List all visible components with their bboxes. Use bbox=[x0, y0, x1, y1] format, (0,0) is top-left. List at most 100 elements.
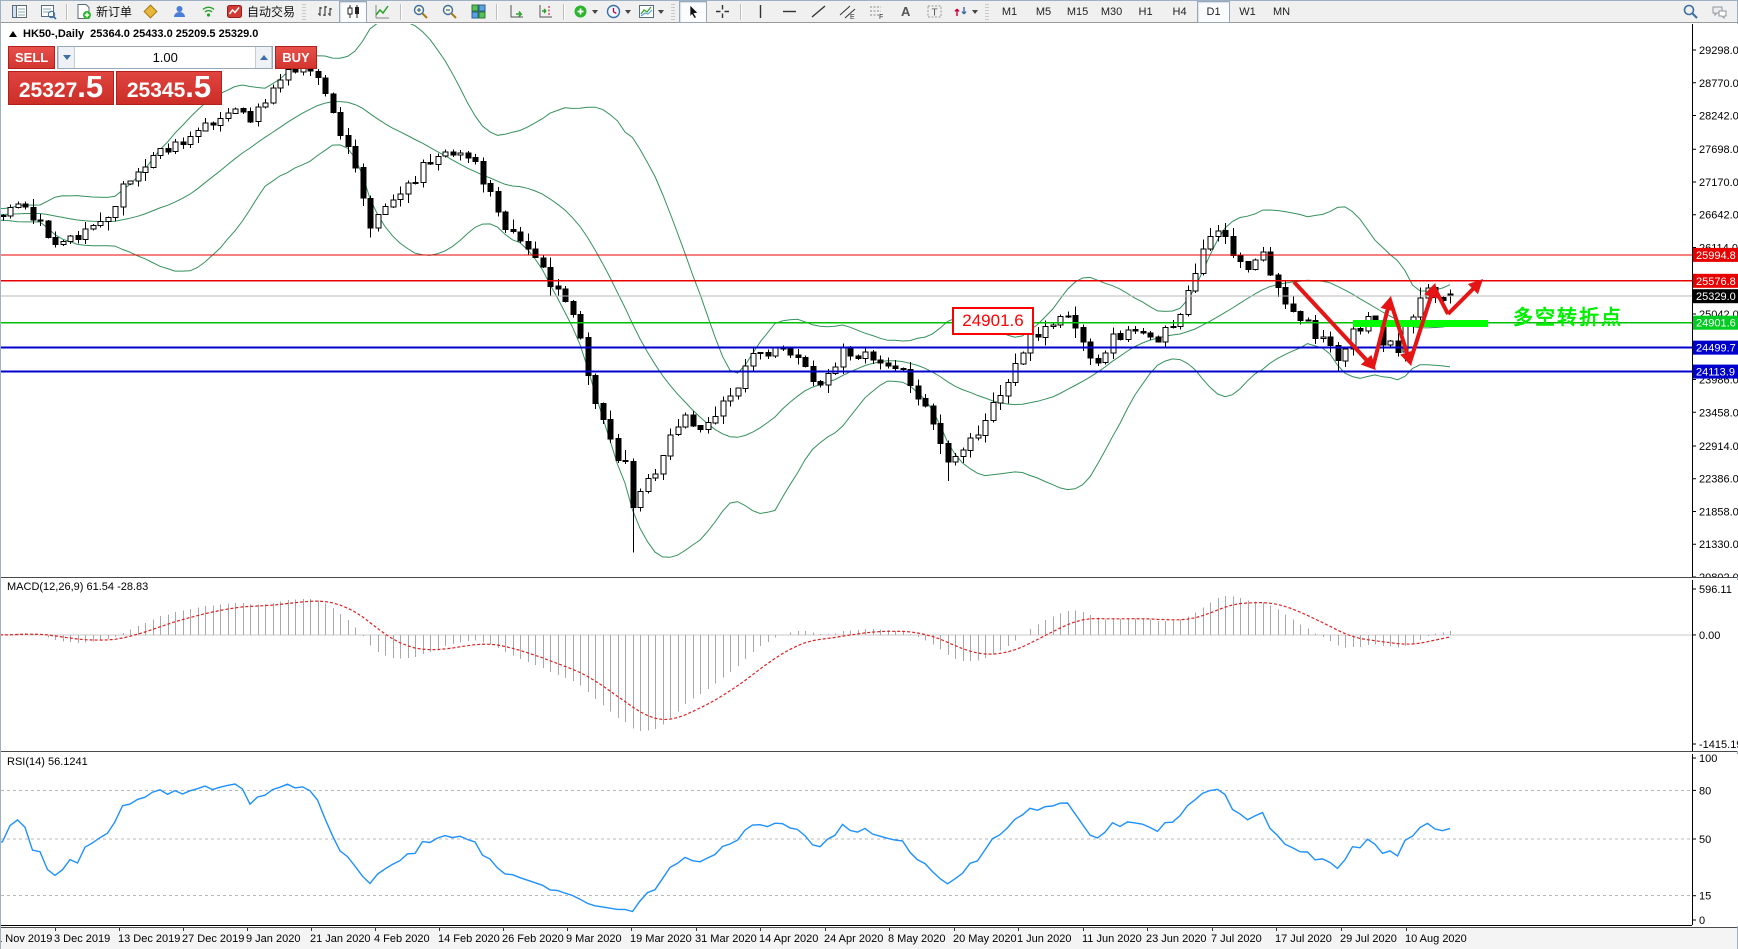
autotrading-button[interactable]: 自动交易 bbox=[223, 1, 298, 23]
rsi-line bbox=[1, 783, 1451, 913]
svg-text:21 Nov 2019: 21 Nov 2019 bbox=[1, 933, 52, 945]
sell-price[interactable]: 25327.5 bbox=[8, 71, 114, 105]
svg-text:19 Mar 2020: 19 Mar 2020 bbox=[630, 933, 692, 945]
zoom-in-icon[interactable] bbox=[406, 1, 434, 23]
svg-text:24499.7: 24499.7 bbox=[1696, 343, 1736, 355]
svg-text:14 Apr 2020: 14 Apr 2020 bbox=[759, 933, 818, 945]
crosshair-icon[interactable] bbox=[708, 1, 736, 23]
timeframe-m15[interactable]: M15 bbox=[1066, 5, 1089, 18]
timeframe-w1[interactable]: W1 bbox=[1239, 5, 1256, 18]
volume-decrease-button[interactable] bbox=[58, 47, 76, 68]
toolbar-separator bbox=[400, 3, 403, 20]
text-icon[interactable]: A bbox=[891, 1, 919, 23]
timeframe-h4[interactable]: H4 bbox=[1172, 5, 1187, 18]
svg-text:14 Feb 2020: 14 Feb 2020 bbox=[438, 933, 500, 945]
search-icon[interactable] bbox=[1676, 1, 1704, 23]
horizontal-line-icon[interactable] bbox=[775, 1, 803, 23]
chart-ohlc-readout: 25364.0 25433.0 25209.5 25329.0 bbox=[90, 28, 259, 40]
svg-text:20802.0: 20802.0 bbox=[1699, 572, 1738, 577]
indicators-icon[interactable] bbox=[569, 1, 601, 23]
triangle-down-icon bbox=[62, 55, 71, 60]
chevron-down-icon[interactable] bbox=[658, 9, 665, 14]
fibonacci-icon[interactable]: F bbox=[862, 1, 890, 23]
trendline-icon[interactable] bbox=[804, 1, 832, 23]
zoom-out-icon bbox=[441, 3, 458, 20]
collapse-arrow-icon[interactable] bbox=[9, 31, 17, 37]
svg-text:A: A bbox=[901, 4, 911, 19]
svg-text:4 Feb 2020: 4 Feb 2020 bbox=[374, 933, 430, 945]
equidistant-channel-icon[interactable]: E bbox=[833, 1, 861, 23]
candlestick-chart-icon[interactable] bbox=[339, 0, 368, 23]
arrows-icon[interactable] bbox=[949, 1, 981, 23]
svg-text:22914.0: 22914.0 bbox=[1699, 441, 1738, 453]
periods-icon[interactable] bbox=[602, 1, 634, 23]
timeframe-m1[interactable]: M1 bbox=[1001, 5, 1018, 18]
arrows-icon bbox=[952, 3, 969, 20]
auto-scroll-icon[interactable] bbox=[502, 1, 530, 23]
chevron-down-icon[interactable] bbox=[625, 9, 632, 14]
chart-shift-icon[interactable] bbox=[531, 1, 559, 23]
new-order-button[interactable]: 新订单 bbox=[72, 1, 135, 23]
chevron-down-icon[interactable] bbox=[592, 9, 599, 14]
turning-point-label[interactable]: 多空转折点 bbox=[1513, 305, 1623, 329]
main-toolbar: 新订单 自动交易 E F A T M1 M5 M15 M30 H1 H4 D1 W1 MN bbox=[1, 0, 1737, 23]
alerts-icon[interactable] bbox=[136, 1, 164, 23]
volume-input[interactable] bbox=[75, 47, 256, 68]
toolbar-drag-handle[interactable] bbox=[985, 3, 990, 20]
price-axis[interactable]: 29298.0 28770.0 28242.0 27698.0 27170.0 26642… bbox=[1692, 24, 1738, 577]
cursor-icon[interactable] bbox=[679, 0, 708, 23]
line-chart-icon[interactable] bbox=[368, 1, 396, 23]
svg-text:25994.8: 25994.8 bbox=[1696, 250, 1736, 262]
data-window-icon[interactable] bbox=[34, 1, 62, 23]
svg-text:26642.0: 26642.0 bbox=[1699, 210, 1738, 222]
bar-chart-icon[interactable] bbox=[310, 1, 338, 23]
chat-icon bbox=[1711, 3, 1728, 20]
svg-text:E: E bbox=[850, 14, 855, 20]
signals-icon bbox=[200, 3, 217, 20]
svg-text:21330.0: 21330.0 bbox=[1699, 539, 1738, 551]
templates-icon[interactable] bbox=[635, 1, 667, 23]
svg-text:26 Feb 2020: 26 Feb 2020 bbox=[502, 933, 564, 945]
svg-text:1 Jun 2020: 1 Jun 2020 bbox=[1017, 933, 1071, 945]
svg-text:21 Jan 2020: 21 Jan 2020 bbox=[310, 933, 371, 945]
community-icon[interactable] bbox=[165, 1, 193, 23]
vertical-line-icon[interactable] bbox=[746, 1, 774, 23]
chevron-down-icon[interactable] bbox=[972, 9, 979, 14]
svg-text:100: 100 bbox=[1699, 754, 1717, 765]
rsi-pane[interactable]: 100 80 50 15 0 bbox=[1, 754, 1738, 926]
volume-increase-button[interactable] bbox=[255, 47, 273, 68]
sell-button[interactable]: SELL bbox=[8, 46, 56, 69]
market-watch-icon[interactable] bbox=[5, 1, 33, 23]
chat-icon[interactable] bbox=[1705, 1, 1733, 23]
macd-indicator-label: MACD(12,26,9) 61.54 -28.83 bbox=[7, 581, 149, 593]
search-icon bbox=[1682, 3, 1699, 20]
svg-text:3 Dec 2019: 3 Dec 2019 bbox=[54, 933, 110, 945]
price-chart-pane[interactable]: 29298.0 28770.0 28242.0 27698.0 27170.0 26642… bbox=[1, 24, 1738, 577]
trend-arrows[interactable] bbox=[1292, 278, 1484, 371]
auto-scroll-icon bbox=[508, 3, 525, 20]
timeframe-m30[interactable]: M30 bbox=[1100, 5, 1123, 18]
timeframe-d1[interactable]: D1 bbox=[1197, 0, 1231, 23]
svg-text:23 Jun 2020: 23 Jun 2020 bbox=[1146, 933, 1207, 945]
buy-price[interactable]: 25345.5 bbox=[116, 71, 222, 105]
toolbar-drag-handle[interactable] bbox=[302, 3, 307, 20]
text-label-icon[interactable]: T bbox=[920, 1, 948, 23]
macd-pane[interactable]: 596.11 0.00 -1415.19 bbox=[1, 580, 1738, 751]
timeframe-m5[interactable]: M5 bbox=[1035, 5, 1052, 18]
crosshair-icon bbox=[714, 3, 731, 20]
signals-icon[interactable] bbox=[194, 1, 222, 23]
buy-button[interactable]: BUY bbox=[275, 46, 317, 69]
svg-text:22386.0: 22386.0 bbox=[1699, 474, 1738, 486]
market-watch-icon bbox=[11, 3, 28, 20]
tile-windows-icon[interactable] bbox=[464, 1, 492, 23]
zoom-out-icon[interactable] bbox=[435, 1, 463, 23]
price-level-tag[interactable]: 24901.6 bbox=[952, 307, 1034, 335]
chart-shift-icon bbox=[537, 3, 554, 20]
candles-layer[interactable] bbox=[1, 57, 1454, 553]
toolbar-drag-handle[interactable] bbox=[671, 3, 676, 20]
timeframe-mn[interactable]: MN bbox=[1272, 5, 1291, 18]
timeframe-h1[interactable]: H1 bbox=[1138, 5, 1153, 18]
line-chart-icon bbox=[374, 3, 391, 20]
